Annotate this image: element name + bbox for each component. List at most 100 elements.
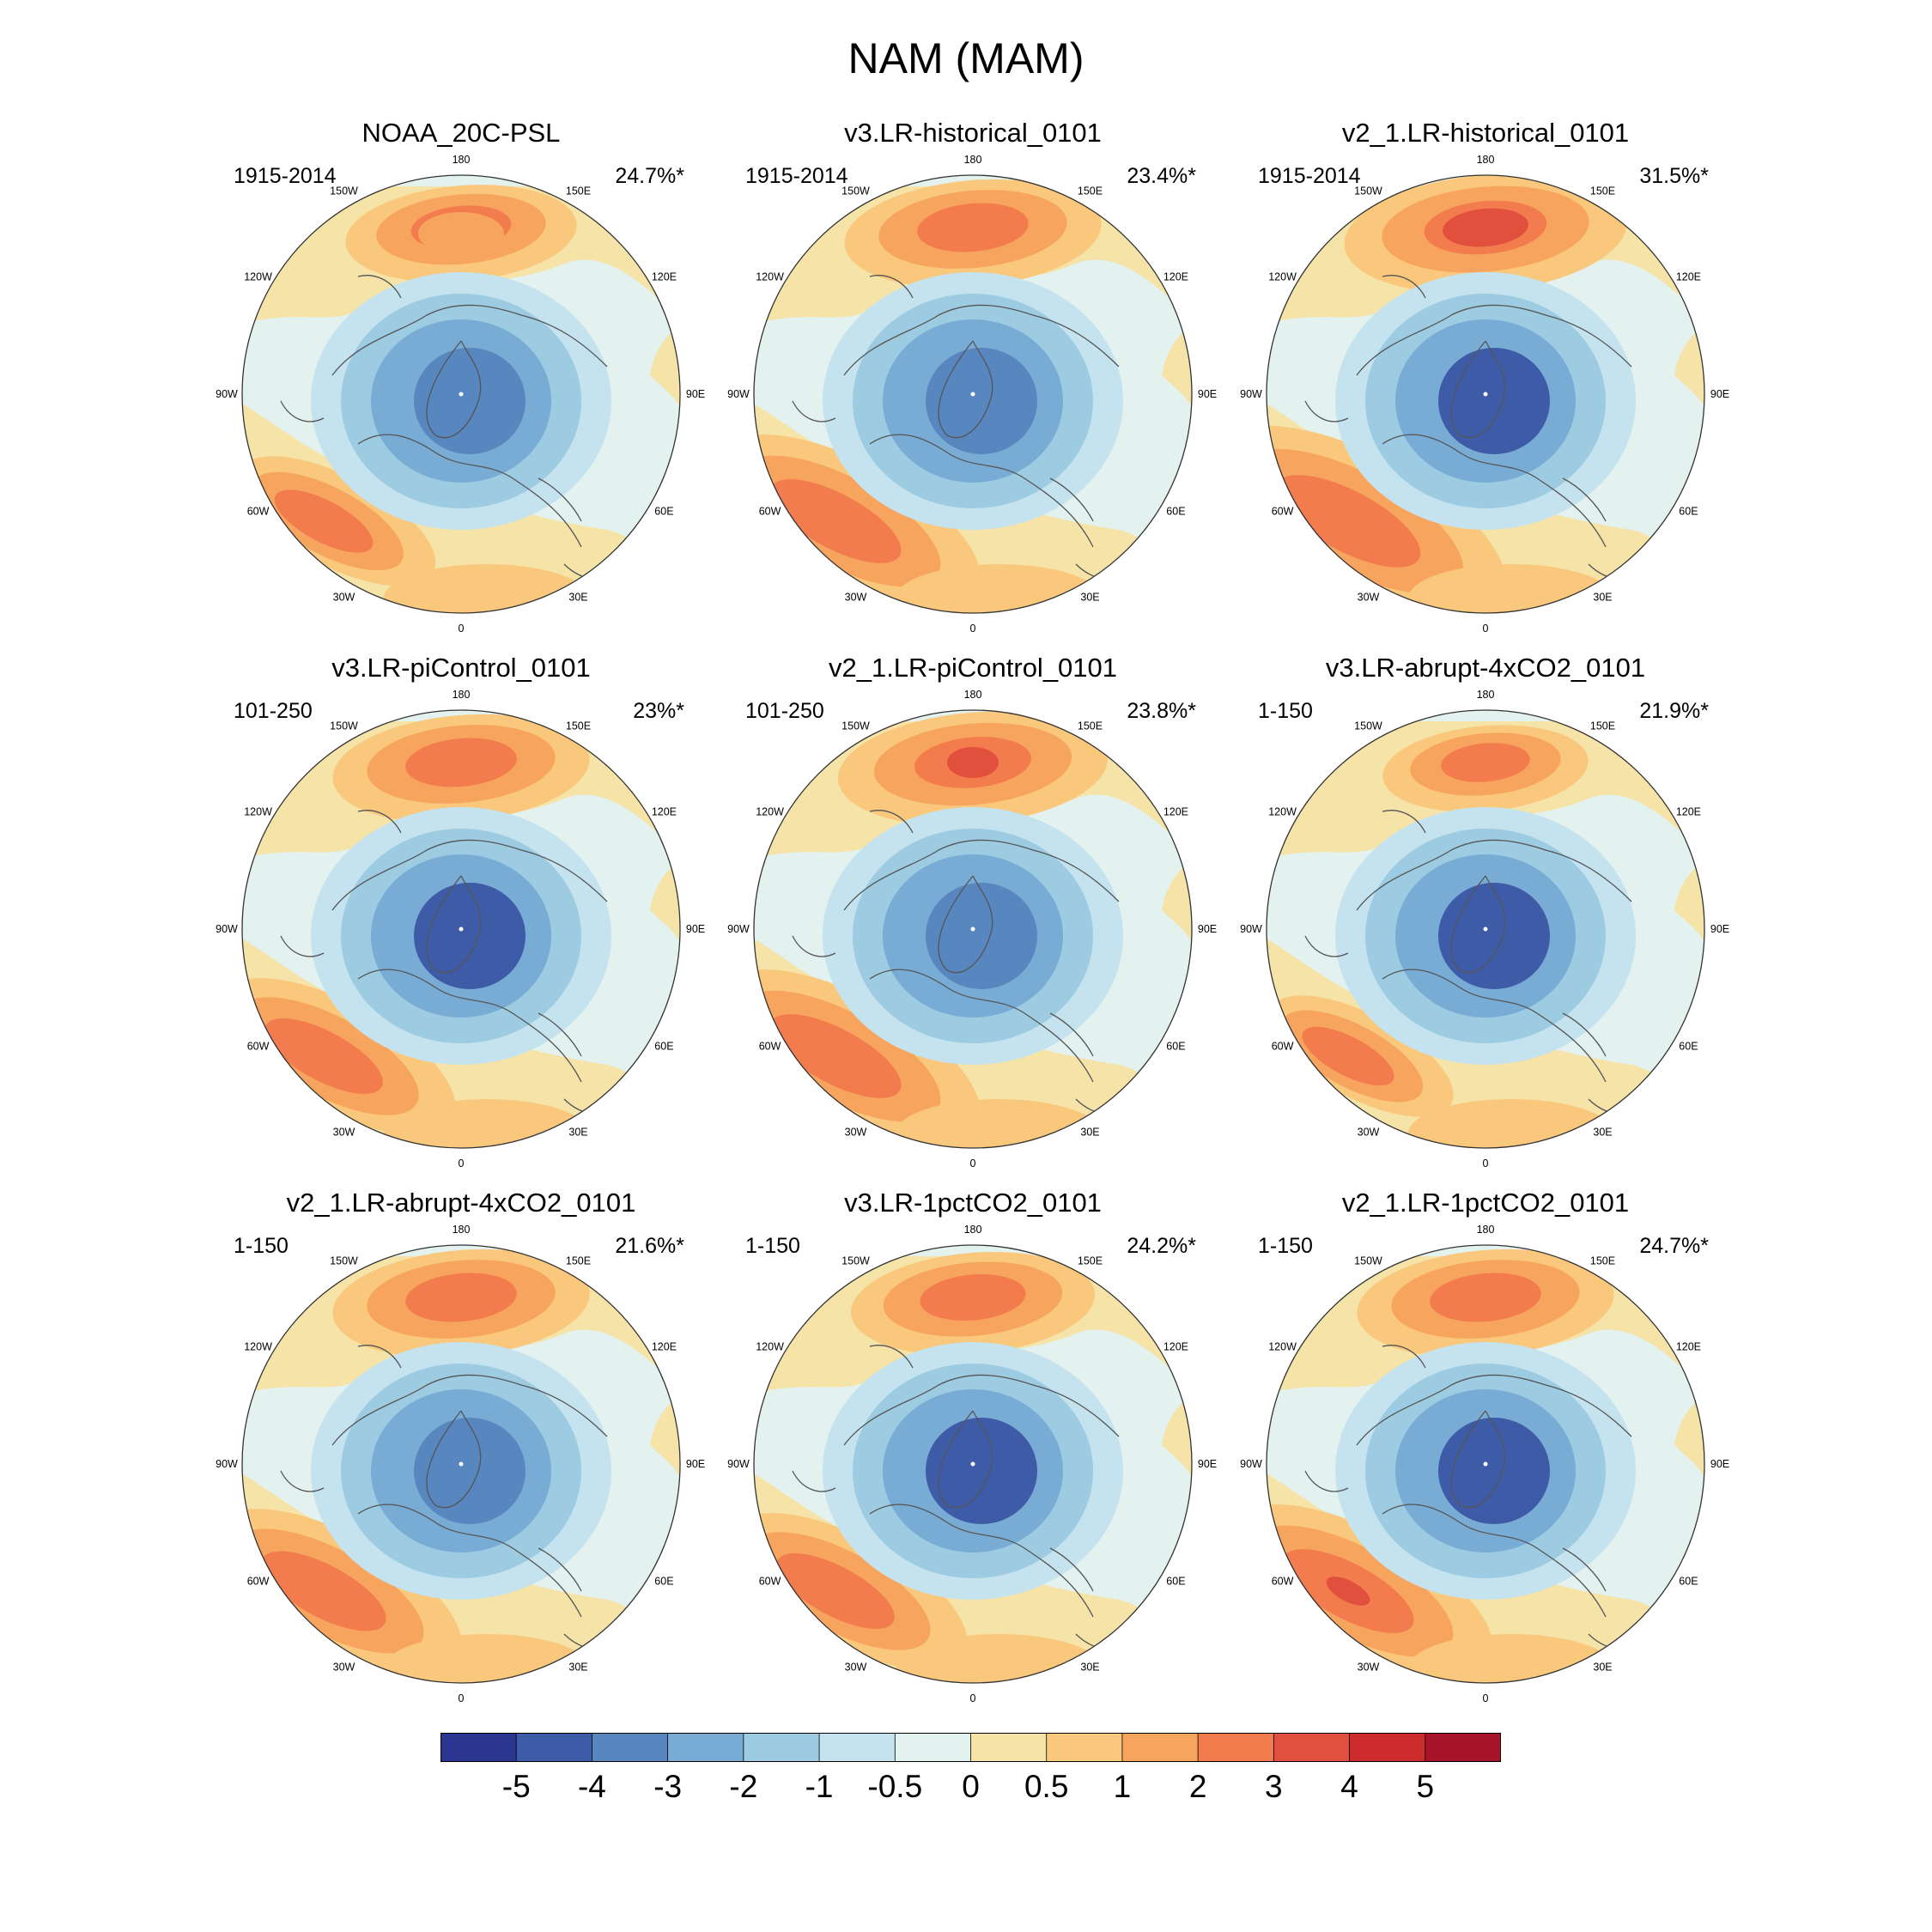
colorbar-label: 4 bbox=[1340, 1769, 1358, 1804]
longitude-label: 60W bbox=[1272, 506, 1294, 518]
longitude-label: 0 bbox=[459, 623, 465, 635]
longitude-label: 90E bbox=[686, 388, 705, 400]
colorbar-label: -1 bbox=[805, 1769, 834, 1804]
map-border bbox=[241, 709, 681, 1149]
contour-field bbox=[242, 1245, 680, 1683]
contour-blob bbox=[384, 1634, 590, 1683]
contour-blob bbox=[896, 1099, 1102, 1148]
longitude-label: 60E bbox=[654, 1041, 673, 1053]
contour-field bbox=[754, 710, 1192, 1148]
longitude-label: 90W bbox=[727, 923, 750, 935]
map-border bbox=[1266, 1244, 1705, 1684]
contour-blob bbox=[1302, 1026, 1394, 1086]
contour-blob bbox=[1438, 348, 1550, 454]
contour-field bbox=[1267, 175, 1704, 613]
colorbar-swatch bbox=[743, 1733, 820, 1762]
north-pole-marker bbox=[970, 1461, 975, 1467]
longitude-label: 180 bbox=[453, 689, 471, 701]
longitude-label: 180 bbox=[453, 154, 471, 166]
longitude-label: 90W bbox=[216, 388, 238, 400]
colorbar-label: 0.5 bbox=[1024, 1769, 1069, 1804]
contour-blob bbox=[1438, 1418, 1550, 1524]
polar-map: 180 150E 120E 90E 60E 30E 0 30W 60W 90W 120W 150W bbox=[727, 689, 1217, 1170]
panel-v2-1-1pctco2: v2_1.LR-1pctCO2_0101 1-150 24.7%* 180 150… bbox=[1228, 1188, 1743, 1704]
longitude-label: 120E bbox=[652, 1341, 677, 1353]
panel-title: v2_1.LR-1pctCO2_0101 bbox=[1341, 1188, 1630, 1218]
longitude-label: 30W bbox=[333, 591, 355, 603]
longitude-label: 90E bbox=[1198, 1458, 1217, 1470]
longitude-label: 90W bbox=[216, 923, 238, 935]
longitude-label: 60W bbox=[759, 1041, 781, 1053]
colorbar-label: 1 bbox=[1113, 1769, 1132, 1804]
contour-blob bbox=[1443, 208, 1528, 247]
contour-field bbox=[242, 175, 680, 613]
contour-blob bbox=[1430, 1273, 1541, 1322]
longitude-label: 0 bbox=[459, 1157, 465, 1170]
longitude-label: 60W bbox=[1272, 1041, 1294, 1053]
contour-blob bbox=[896, 564, 1102, 613]
longitude-label: 120E bbox=[1163, 806, 1188, 818]
colorbar-swatch bbox=[1046, 1733, 1123, 1762]
north-pole-marker bbox=[459, 927, 464, 932]
longitude-label: 0 bbox=[459, 1692, 465, 1704]
longitude-label: 90W bbox=[727, 1458, 750, 1470]
longitude-label: 120W bbox=[756, 1341, 784, 1353]
longitude-label: 180 bbox=[1477, 1224, 1495, 1236]
longitude-label: 150W bbox=[330, 185, 358, 197]
panel-title: v2_1.LR-abrupt-4xCO2_0101 bbox=[286, 1188, 636, 1218]
panel-title: v2_1.LR-historical_0101 bbox=[1341, 118, 1630, 148]
colorbar-label: 0 bbox=[962, 1769, 980, 1804]
north-pole-marker bbox=[970, 392, 975, 397]
longitude-label: 30E bbox=[1593, 1661, 1612, 1673]
colorbar-swatch bbox=[1198, 1733, 1274, 1762]
longitude-label: 30W bbox=[845, 1126, 867, 1138]
north-pole-marker bbox=[1483, 927, 1488, 932]
colorbar-label: 5 bbox=[1416, 1769, 1435, 1804]
longitude-label: 90E bbox=[1198, 388, 1217, 400]
colorbar-swatch bbox=[1349, 1733, 1426, 1762]
panel-title: NOAA_20C-PSL bbox=[361, 118, 561, 148]
longitude-label: 150E bbox=[566, 1255, 591, 1267]
colorbar bbox=[440, 1733, 1501, 1762]
colorbar-label: -5 bbox=[501, 1769, 531, 1804]
polar-map: 180 150E 120E 90E 60E 30E 0 30W 60W 90W 120W 150W bbox=[727, 1224, 1217, 1704]
longitude-label: 150E bbox=[1590, 1255, 1615, 1267]
panel-v3-historical: v3.LR-historical_0101 1915-2014 23.4%* 1… bbox=[715, 118, 1230, 635]
colorbar-swatch bbox=[1425, 1733, 1501, 1762]
longitude-label: 180 bbox=[964, 154, 982, 166]
longitude-label: 60W bbox=[247, 1576, 270, 1588]
map-border bbox=[241, 174, 681, 614]
longitude-label: 90W bbox=[727, 388, 750, 400]
map-border bbox=[753, 709, 1193, 1149]
colorbar-swatch bbox=[440, 1733, 517, 1762]
colorbar-label: 3 bbox=[1265, 1769, 1283, 1804]
polar-map: 180 150E 120E 90E 60E 30E 0 30W 60W 90W 120W 150W bbox=[1240, 1224, 1729, 1704]
figure-title: NAM (MAM) bbox=[848, 34, 1084, 82]
longitude-label: 150E bbox=[1590, 185, 1615, 197]
contour-blob bbox=[896, 1634, 1102, 1683]
longitude-label: 90E bbox=[1198, 923, 1217, 935]
contour-blob bbox=[1438, 883, 1550, 989]
contour-blob bbox=[1326, 1577, 1370, 1606]
panel-period: 1915-2014 bbox=[234, 164, 337, 188]
longitude-label: 150E bbox=[1590, 720, 1615, 732]
longitude-label: 180 bbox=[1477, 689, 1495, 701]
longitude-label: 90W bbox=[1240, 1458, 1262, 1470]
longitude-label: 30E bbox=[568, 1661, 587, 1673]
longitude-label: 90W bbox=[216, 1458, 238, 1470]
longitude-label: 0 bbox=[1483, 1692, 1489, 1704]
panel-title: v2_1.LR-piControl_0101 bbox=[828, 653, 1118, 683]
longitude-label: 90E bbox=[686, 923, 705, 935]
contour-blob bbox=[926, 348, 1037, 454]
longitude-label: 150W bbox=[841, 1255, 870, 1267]
longitude-label: 150W bbox=[1354, 1255, 1382, 1267]
longitude-label: 0 bbox=[970, 1157, 976, 1170]
contour-blob bbox=[414, 1418, 526, 1524]
contour-blob bbox=[384, 564, 590, 613]
longitude-label: 90E bbox=[1710, 388, 1729, 400]
longitude-label: 0 bbox=[1483, 1157, 1489, 1170]
longitude-label: 0 bbox=[970, 623, 976, 635]
contour-blob bbox=[769, 1014, 902, 1098]
panel-title: v3.LR-historical_0101 bbox=[844, 118, 1102, 148]
contour-field bbox=[754, 175, 1192, 613]
